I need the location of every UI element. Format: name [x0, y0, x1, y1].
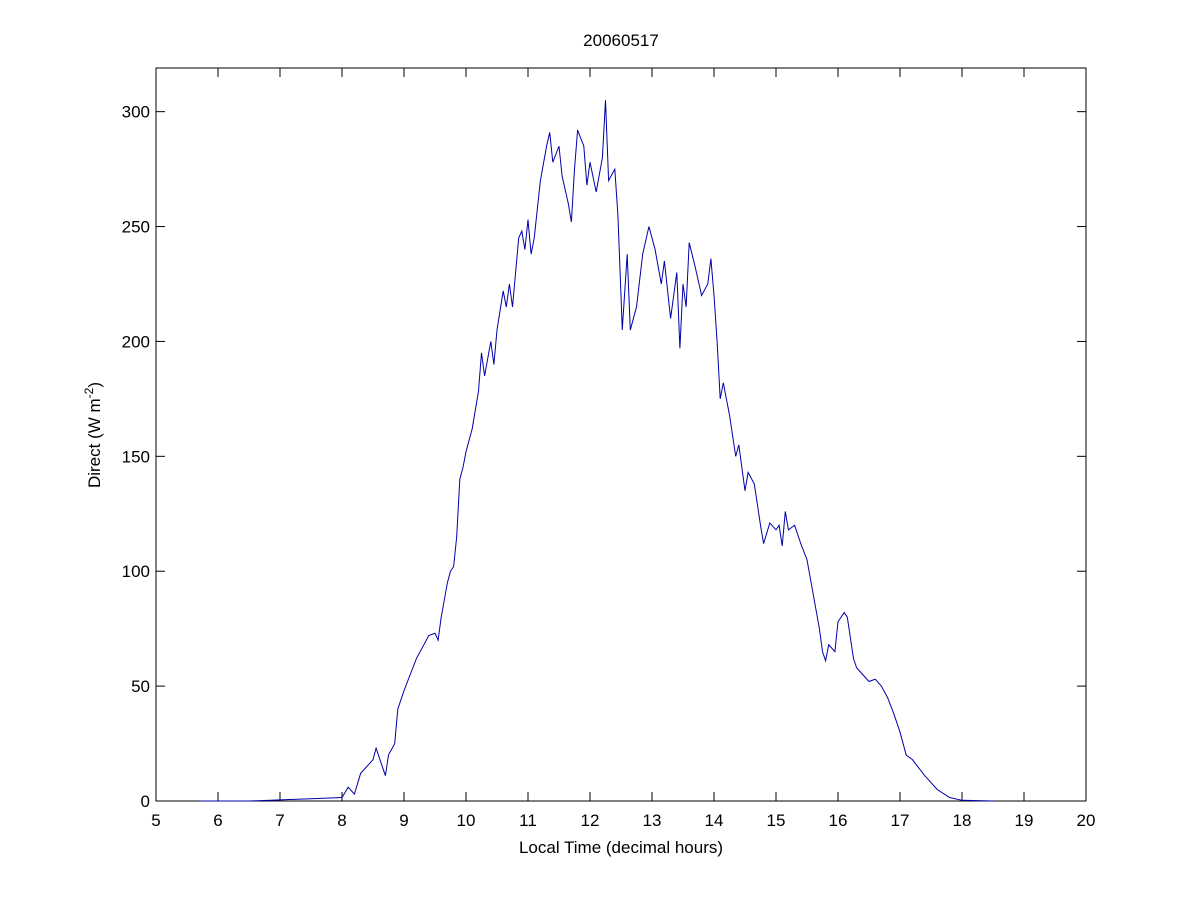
x-tick-label: 19 [1015, 811, 1034, 830]
y-tick-label: 200 [122, 332, 150, 351]
x-tick-label: 17 [891, 811, 910, 830]
data-line [199, 100, 994, 802]
x-tick-label: 18 [953, 811, 972, 830]
x-tick-label: 13 [643, 811, 662, 830]
x-tick-label: 7 [275, 811, 284, 830]
y-tick-label: 50 [131, 677, 150, 696]
x-tick-label: 10 [457, 811, 476, 830]
y-axis-label-part: ) [85, 382, 104, 388]
plot-frame [155, 67, 1087, 802]
y-tick-label: 150 [122, 447, 150, 466]
y-tick-label: 0 [141, 792, 150, 811]
chart-title: 20060517 [583, 31, 659, 50]
y-tick-label: 250 [122, 218, 150, 237]
y-tick-label: 300 [122, 103, 150, 122]
x-tick-label: 20 [1077, 811, 1096, 830]
x-tick-label: 6 [213, 811, 222, 830]
x-tick-label: 15 [767, 811, 786, 830]
x-tick-label: 11 [519, 811, 537, 830]
y-tick-label: 100 [122, 562, 150, 581]
y-axis-label-part: Direct (W m [85, 398, 104, 488]
x-axis-label: Local Time (decimal hours) [519, 838, 723, 857]
x-tick-label: 9 [399, 811, 408, 830]
x-tick-label: 5 [151, 811, 160, 830]
x-tick-label: 8 [337, 811, 346, 830]
x-tick-label: 14 [705, 811, 724, 830]
x-tick-label: 16 [829, 811, 848, 830]
y-axis-label-superscript: -2 [82, 387, 96, 398]
x-tick-label: 12 [581, 811, 600, 830]
y-axis-label: Direct (W m-2) [82, 382, 104, 488]
